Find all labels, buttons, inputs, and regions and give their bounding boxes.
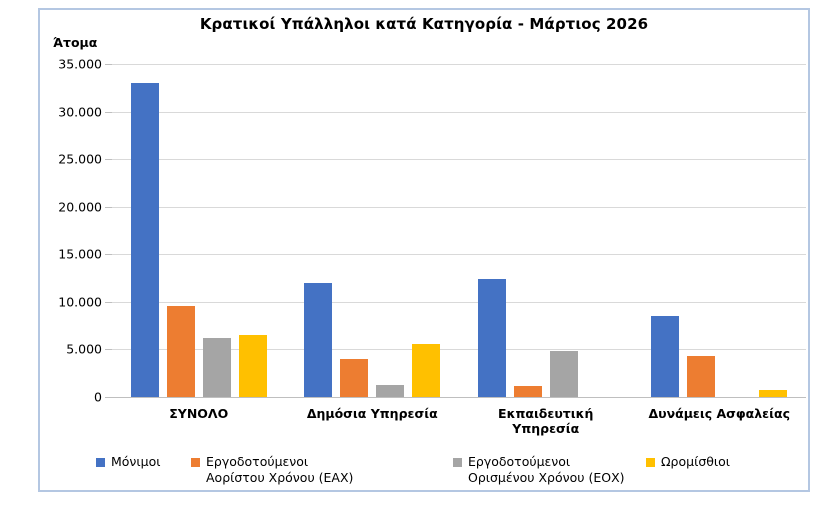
chart-title: Κρατικοί Υπάλληλοι κατά Κατηγορία - Μάρτ… (199, 15, 649, 33)
bar-Εργοδοτούμενοι Ορισμένου Χρόνου (ΕΟΧ) (549, 350, 578, 397)
bar-slot (586, 64, 614, 397)
y-tick-label: 35.000 (58, 56, 102, 72)
y-axis-tick (105, 349, 112, 351)
bar-group (633, 64, 807, 397)
bar-Εργοδοτούμενοι Αορίστου Χρόνου (ΕΑΧ) (687, 356, 716, 397)
bar-Μόνιμοι (130, 83, 159, 397)
bar-groups (112, 64, 806, 397)
bar-Εργοδοτούμενοι Αορίστου Χρόνου (ΕΑΧ) (340, 358, 369, 397)
bar-Εργοδοτούμενοι Αορίστου Χρόνου (ΕΑΧ) (513, 386, 542, 397)
bar-Ωρομίσθιοι (238, 335, 267, 397)
y-axis-tick (105, 159, 112, 161)
bar-slot (340, 64, 369, 397)
bar-slot (477, 64, 506, 397)
x-category-label: Δημόσια Υπηρεσία (306, 406, 438, 421)
legend-label: Εργοδοτούμενοι Ορισμένου Χρόνου (ΕΟΧ) (468, 454, 625, 485)
y-axis-tick (105, 397, 112, 398)
bar-Ωρομίσθιοι (412, 343, 441, 397)
gridline (112, 64, 806, 65)
y-tick-label: 25.000 (58, 151, 102, 167)
bar-Εργοδοτούμενοι Αορίστου Χρόνου (ΕΑΧ) (166, 305, 195, 397)
legend-label: Μόνιμοι (111, 454, 161, 469)
chart-frame: Κρατικοί Υπάλληλοι κατά Κατηγορία - Μάρτ… (38, 8, 810, 492)
legend-swatch-icon (646, 458, 655, 467)
y-tick-label: 10.000 (58, 294, 102, 310)
bar-group (112, 64, 286, 397)
x-axis-line (112, 397, 806, 398)
bar-slot (130, 64, 159, 397)
gridline (112, 349, 806, 351)
legend-item: Εργοδοτούμενοι Ορισμένου Χρόνου (ΕΟΧ) (453, 454, 625, 486)
bar-slot (723, 64, 751, 397)
bar-slot (687, 64, 716, 397)
gridline (112, 159, 806, 161)
y-tick-label: 15.000 (58, 246, 102, 262)
bar-slot (513, 64, 542, 397)
bar-slot (304, 64, 333, 397)
bar-Μόνιμοι (651, 316, 680, 397)
y-axis-tick (105, 111, 112, 113)
x-category-label: Εκπαιδευτική Υπηρεσία (498, 406, 594, 436)
x-category-label: Δυνάμεις Ασφαλείας (648, 406, 791, 421)
y-axis-tick (105, 206, 112, 208)
bar-slot (412, 64, 441, 397)
bar-slot (549, 64, 578, 397)
bar-slot (166, 64, 195, 397)
legend-label: Ωρομίσθιοι (661, 454, 730, 469)
legend: Μόνιμοι Εργοδοτούμενοι Αορίστου Χρόνου (ΕΑ… (40, 454, 808, 488)
y-axis-title: Άτομα (53, 35, 98, 50)
bar-slot (202, 64, 231, 397)
legend-swatch-icon (191, 458, 200, 467)
bar-slot (238, 64, 267, 397)
plot-area: 0 5.000 10.000 15.000 20.000 25.000 30.000 35.0… (58, 57, 806, 405)
legend-swatch-icon (453, 458, 462, 467)
legend-item: Μόνιμοι (96, 454, 160, 470)
y-axis-tick (105, 254, 112, 256)
y-axis-tick (105, 64, 112, 65)
gridline (112, 206, 806, 208)
bar-slot (651, 64, 680, 397)
bar-Εργοδοτούμενοι Ορισμένου Χρόνου (ΕΟΧ) (202, 338, 231, 397)
legend-label: Εργοδοτούμενοι Αορίστου Χρόνου (ΕΑΧ) (206, 454, 354, 485)
y-tick-label: 30.000 (58, 104, 102, 120)
x-axis-labels: ΣΥΝΟΛΟ Δημόσια Υπηρεσία Εκπαιδευτική Υπηρεσ… (112, 406, 806, 436)
bar-group (286, 64, 460, 397)
bar-group (459, 64, 633, 397)
bar-Μόνιμοι (477, 278, 506, 397)
bar-slot (759, 64, 788, 397)
bar-Ωρομίσθιοι (759, 389, 788, 397)
legend-item: Εργοδοτούμενοι Αορίστου Χρόνου (ΕΑΧ) (191, 454, 353, 486)
y-axis-tick (105, 301, 112, 303)
x-category-label: ΣΥΝΟΛΟ (169, 406, 229, 421)
bar-Μόνιμοι (304, 283, 333, 397)
y-tick-label: 20.000 (58, 199, 102, 215)
y-tick-label: 0 (94, 389, 102, 405)
y-tick-label: 5.000 (66, 341, 102, 357)
bar-slot (376, 64, 405, 397)
legend-item: Ωρομίσθιοι (646, 454, 730, 470)
gridline (112, 254, 806, 256)
gridline (112, 111, 806, 113)
legend-swatch-icon (96, 458, 105, 467)
gridline (112, 301, 806, 303)
bar-Εργοδοτούμενοι Ορισμένου Χρόνου (ΕΟΧ) (376, 384, 405, 397)
